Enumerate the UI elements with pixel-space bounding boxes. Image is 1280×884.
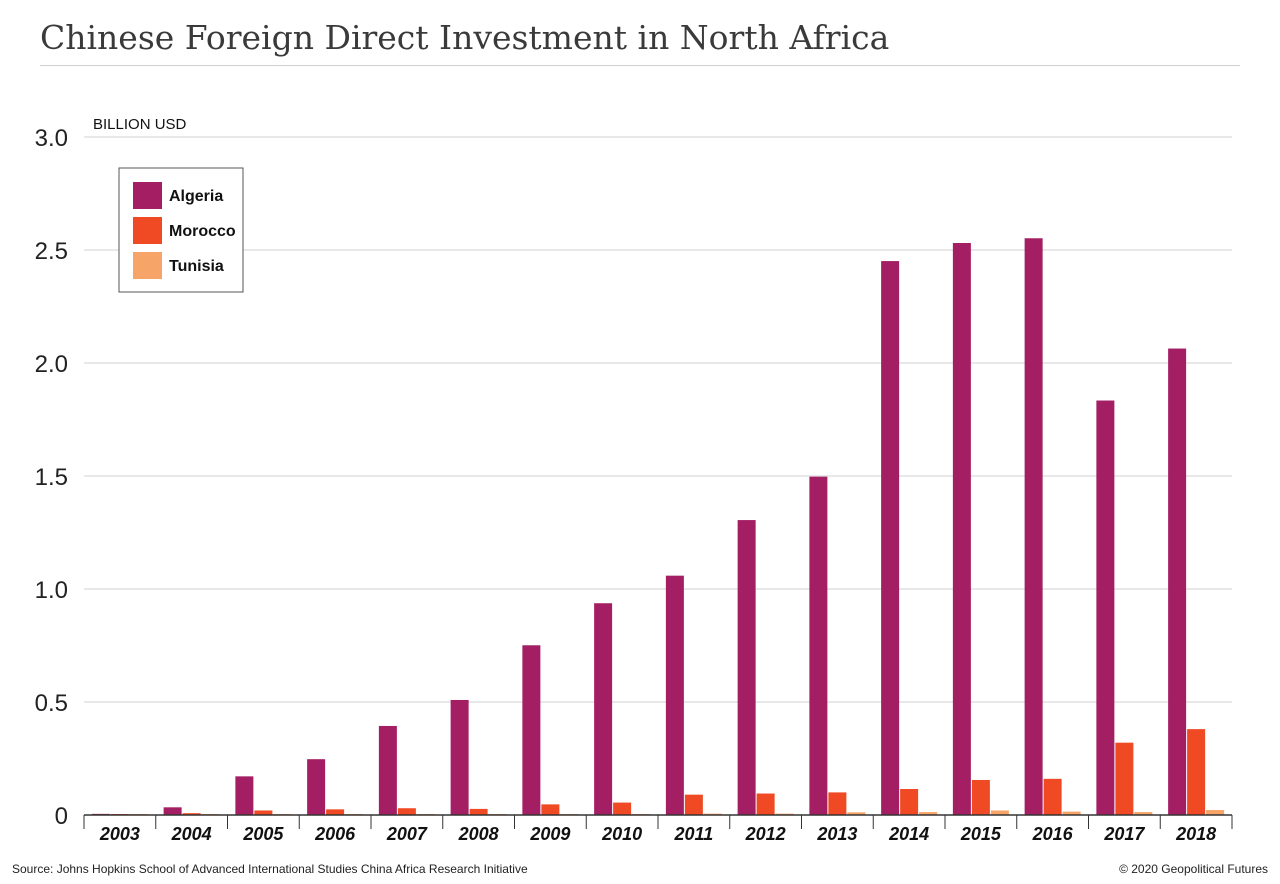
legend-swatch-morocco	[133, 217, 162, 244]
x-tick-label: 2017	[1103, 824, 1145, 844]
bar-morocco-2008	[469, 808, 488, 815]
x-axis: 2003 2004 2005 2006 2007 2008 2009 2010 2011 2012…	[83, 814, 1233, 844]
x-tick-label: 2018	[1175, 824, 1216, 844]
chart-title: Chinese Foreign Direct Investment in Nor…	[40, 18, 890, 57]
bar-algeria-2009	[522, 645, 541, 815]
bar-morocco-2018	[1187, 729, 1206, 815]
x-tick-label: 2016	[1032, 824, 1074, 844]
bar-tunisia-2015	[990, 810, 1009, 815]
bar-morocco-2014	[900, 789, 919, 815]
bar-algeria-2012	[737, 520, 756, 815]
bar-morocco-2007	[397, 808, 416, 815]
x-tick-label: 2013	[816, 824, 857, 844]
bar-morocco-2017	[1115, 742, 1134, 815]
y-tick-label: 2.5	[35, 238, 68, 265]
bar-morocco-2015	[971, 779, 990, 815]
bar-morocco-2005	[254, 810, 273, 815]
bar-algeria-2011	[665, 575, 684, 815]
legend-label-algeria: Algeria	[169, 188, 223, 205]
bar-algeria-2013	[809, 476, 828, 815]
x-tick-label: 2007	[386, 824, 428, 844]
bar-tunisia-2016	[1062, 811, 1081, 815]
legend-label-tunisia: Tunisia	[169, 258, 224, 275]
x-tick-label: 2004	[171, 824, 212, 844]
gridlines	[84, 136, 1232, 703]
bar-algeria-2010	[594, 603, 613, 815]
legend-label-morocco: Morocco	[169, 223, 236, 240]
bar-algeria-2017	[1096, 400, 1115, 815]
copyright-note: © 2020 Geopolitical Futures	[1119, 862, 1268, 876]
bar-tunisia-2017	[1134, 812, 1153, 815]
bar-morocco-2009	[541, 804, 560, 815]
x-tick-label: 2012	[745, 824, 786, 844]
legend: Algeria Morocco Tunisia	[118, 167, 244, 293]
legend-swatch-algeria	[133, 182, 162, 209]
bar-morocco-2016	[1043, 778, 1062, 815]
bar-morocco-2006	[326, 809, 345, 815]
bar-algeria-2005	[235, 776, 254, 815]
y-tick-label: 1.5	[35, 464, 68, 491]
source-note: Source: Johns Hopkins School of Advanced…	[12, 862, 528, 876]
bar-tunisia-2013	[847, 812, 866, 815]
bar-morocco-2011	[684, 794, 703, 815]
x-tick-label: 2003	[99, 824, 140, 844]
y-tick-label: 3.0	[35, 125, 68, 152]
x-tick-label: 2009	[529, 824, 570, 844]
y-tick-label: 0.5	[35, 690, 68, 717]
x-tick-label: 2008	[458, 824, 499, 844]
y-axis-unit-label: BILLION USD	[93, 116, 187, 133]
x-tick-label: 2005	[242, 824, 284, 844]
legend-swatch-tunisia	[133, 252, 162, 279]
bar-tunisia-2018	[1206, 810, 1225, 815]
x-tick-label: 2014	[888, 824, 929, 844]
x-tick-label: 2010	[601, 824, 642, 844]
bar-morocco-2012	[756, 793, 775, 815]
bar-algeria-2016	[1024, 238, 1043, 816]
bar-morocco-2004	[182, 813, 201, 815]
bar-algeria-2004	[163, 807, 182, 815]
bar-algeria-2008	[450, 699, 469, 815]
title-divider	[40, 65, 1240, 66]
bars	[91, 238, 1225, 816]
x-tick-label: 2011	[674, 824, 714, 844]
bar-algeria-2007	[378, 725, 397, 815]
x-tick-label: 2015	[960, 824, 1002, 844]
x-tick-label: 2006	[314, 824, 356, 844]
bar-algeria-2014	[881, 261, 900, 816]
bar-morocco-2010	[613, 802, 632, 815]
y-tick-label: 0	[55, 803, 68, 830]
bar-algeria-2015	[952, 242, 971, 815]
bar-tunisia-2014	[919, 812, 938, 815]
bar-algeria-2006	[307, 759, 326, 815]
bar-morocco-2013	[828, 792, 847, 815]
y-tick-label: 2.0	[35, 351, 68, 378]
bar-algeria-2018	[1168, 348, 1187, 815]
y-axis: 0 0.5 1.0 1.5 2.0 2.5 3.0	[35, 125, 68, 830]
y-tick-label: 1.0	[35, 577, 68, 604]
